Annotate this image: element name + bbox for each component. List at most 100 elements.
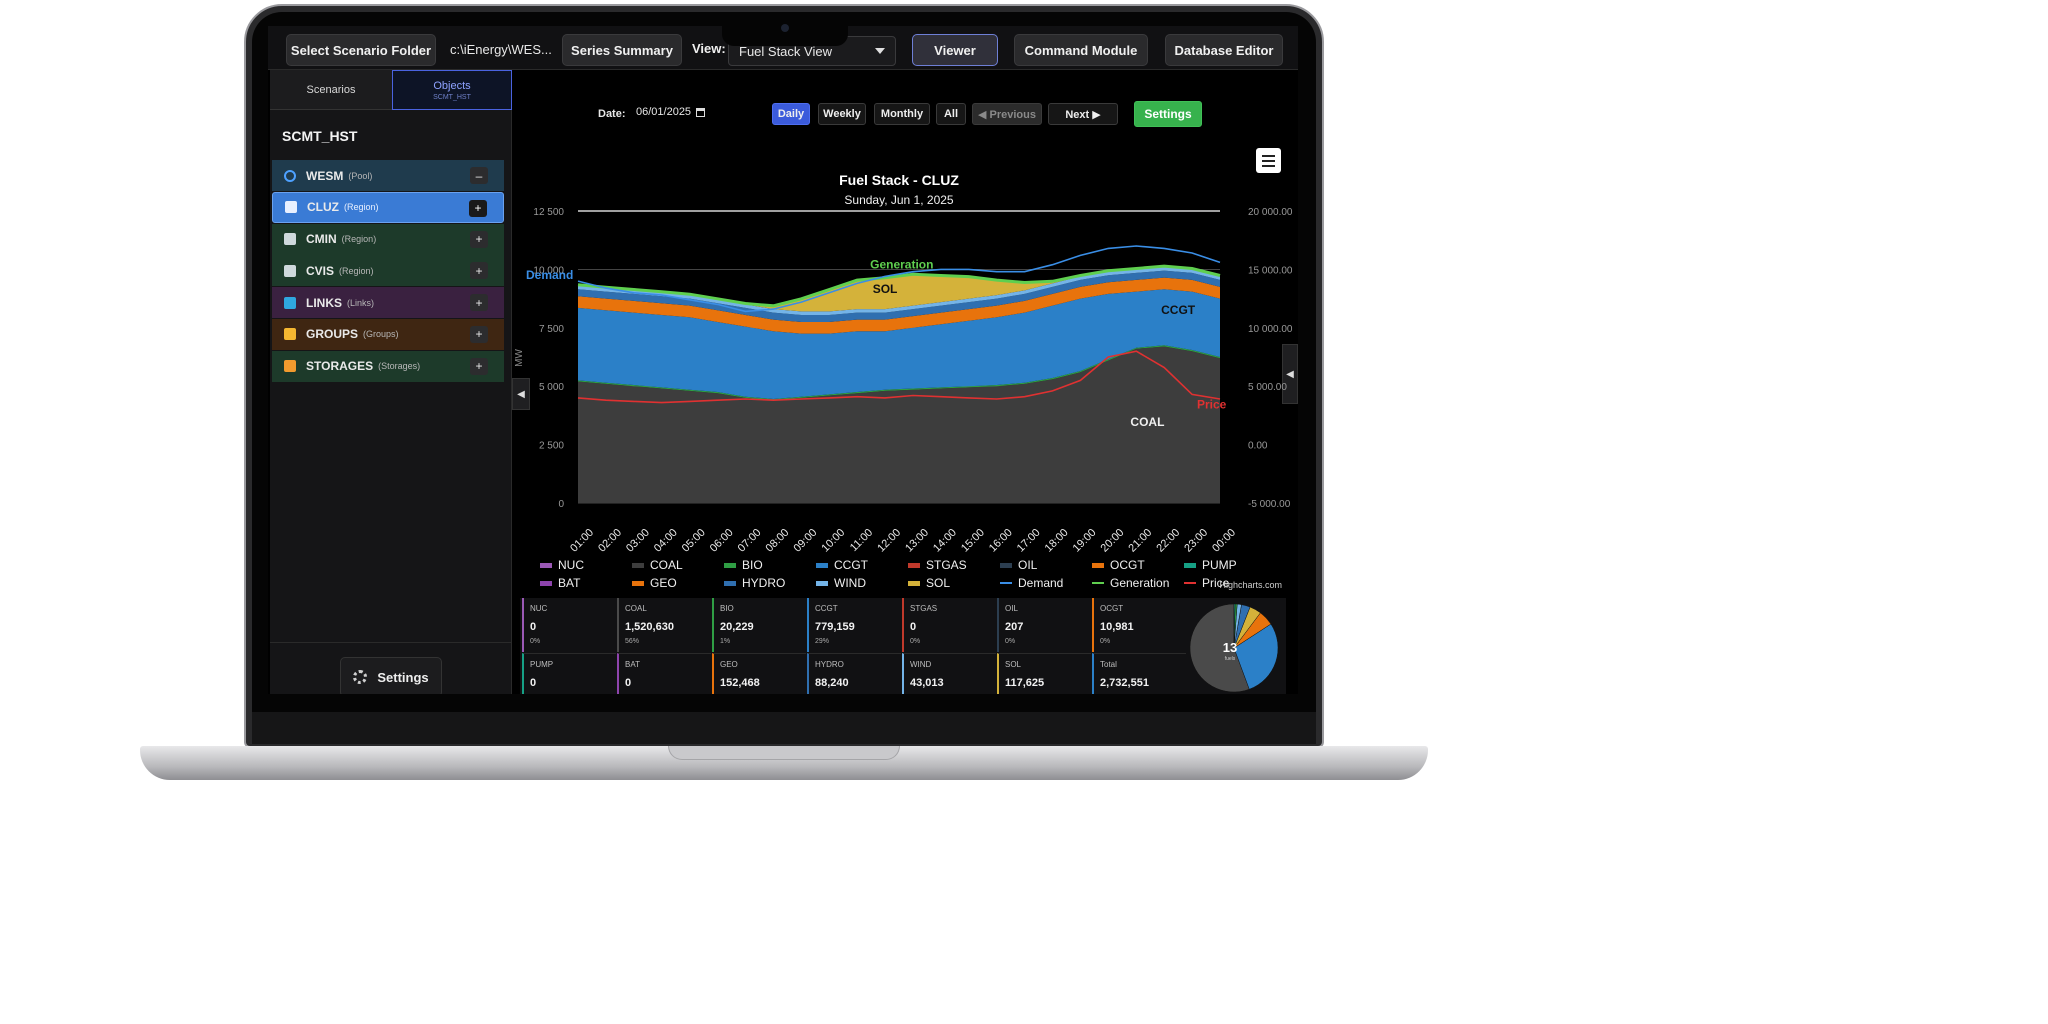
stat-name: CCGT	[815, 604, 838, 613]
stat-value: 43,013	[910, 677, 944, 689]
stat-cell-nuc: NUC 0 0%	[522, 598, 616, 652]
chart-settings-button[interactable]: Settings	[1134, 101, 1202, 127]
weekly-button[interactable]: Weekly	[818, 103, 866, 125]
y-tick-label: 2 500	[539, 441, 564, 452]
expand-toggle-button[interactable]: +	[470, 325, 488, 343]
chevron-down-icon	[875, 48, 885, 54]
y2-tick-label: 0.00	[1248, 441, 1268, 452]
y2-tick-label: 15 000.00	[1248, 265, 1293, 276]
command-module-button[interactable]: Command Module	[1014, 34, 1148, 66]
expand-right-panel-button[interactable]: ◀	[1282, 344, 1298, 404]
x-tick-label: 00:00	[1210, 527, 1238, 555]
tree-item-groups[interactable]: GROUPS (Groups) +	[272, 318, 504, 350]
tree-item-cvis[interactable]: CVIS (Region) +	[272, 255, 504, 287]
tree-item-links[interactable]: LINKS (Links) +	[272, 287, 504, 319]
previous-button[interactable]: ◀ Previous	[972, 103, 1042, 125]
stat-cell-total: Total 2,732,551	[1092, 653, 1186, 694]
stat-name: SOL	[1005, 660, 1022, 669]
top-toolbar: Select Scenario Folder c:\iEnergy\WES...…	[268, 26, 1298, 70]
collapse-toggle-button[interactable]: –	[470, 167, 488, 184]
stat-value: 0	[910, 621, 917, 633]
x-tick-label: 19:00	[1071, 527, 1099, 555]
legend-swatch	[1000, 563, 1012, 568]
x-tick-label: 10:00	[819, 527, 847, 555]
legend-swatch	[1184, 582, 1196, 584]
tab-objects-sublabel: SCMT_HST	[433, 93, 471, 101]
stat-cell-bat: BAT 0	[617, 653, 711, 694]
legend-item-ocgt: OCGT	[1110, 558, 1145, 572]
tab-objects-label: Objects	[433, 79, 471, 92]
stat-name: Total	[1100, 660, 1117, 669]
tab-scenarios[interactable]: Scenarios	[270, 70, 392, 110]
legend-item-hydro: HYDRO	[742, 576, 785, 590]
laptop-base-notch	[668, 746, 900, 760]
tree-item-cmin[interactable]: CMIN (Region) +	[272, 223, 504, 255]
x-tick-label: 20:00	[1099, 527, 1127, 555]
stat-value: 2,732,551	[1100, 677, 1149, 689]
y2-tick-label: 10 000.00	[1248, 324, 1293, 335]
sidebar-settings-label: Settings	[377, 669, 429, 685]
all-button[interactable]: All	[936, 103, 966, 125]
x-tick-label: 21:00	[1126, 527, 1154, 555]
expand-toggle-button[interactable]: +	[470, 294, 488, 312]
monthly-button[interactable]: Monthly	[874, 103, 930, 125]
stat-cell-hydro: HYDRO 88,240	[807, 653, 901, 694]
stat-percent: 0%	[1005, 638, 1016, 645]
tree-item-wesm[interactable]: WESM (Pool) –	[272, 160, 504, 191]
database-editor-button[interactable]: Database Editor	[1165, 34, 1283, 66]
legend-swatch	[632, 563, 644, 568]
stat-value: 0	[625, 677, 632, 689]
annotation-ccgt: CCGT	[1161, 303, 1196, 317]
x-tick-label: 16:00	[987, 527, 1015, 555]
legend-item-oil: OIL	[1018, 558, 1038, 572]
fuel-stats-grid: NUC 0 0% COAL 1,520,630 56% BIO 20,229 1% CCGT 779…	[520, 598, 1286, 694]
tree-item-storages[interactable]: STORAGES (Storages) +	[272, 350, 504, 382]
date-input[interactable]: 06/01/2025	[636, 106, 706, 118]
expand-toggle-button[interactable]: +	[470, 230, 488, 248]
stat-cell-coal: COAL 1,520,630 56%	[617, 598, 711, 652]
building-icon	[285, 201, 297, 214]
x-tick-label: 07:00	[736, 527, 764, 555]
next-button[interactable]: Next ▶	[1048, 103, 1118, 125]
daily-button[interactable]: Daily	[772, 103, 810, 125]
stat-name: COAL	[625, 604, 647, 613]
y2-tick-label: -5 000.00	[1248, 499, 1291, 510]
legend-item-bat: BAT	[558, 576, 581, 590]
stat-value: 207	[1005, 621, 1024, 633]
scenario-path: c:\iEnergy\WES...	[450, 42, 552, 57]
stat-name: WIND	[910, 660, 932, 669]
stat-cell-geo: GEO 152,468	[712, 653, 806, 694]
x-tick-label: 06:00	[708, 527, 736, 555]
stat-value: 779,159	[815, 621, 855, 633]
legend-item-bio: BIO	[742, 558, 763, 572]
viewer-button[interactable]: Viewer	[912, 34, 998, 66]
area-series-bio	[578, 345, 1220, 401]
building-icon	[284, 233, 296, 246]
tab-objects[interactable]: Objects SCMT_HST	[392, 70, 512, 110]
x-tick-label: 01:00	[568, 527, 596, 555]
sidebar-footer: Settings	[270, 642, 512, 694]
stat-name: PUMP	[530, 660, 554, 669]
y-tick-label: 5 000	[539, 382, 564, 393]
annotation-generation: Generation	[870, 258, 933, 272]
series-summary-button[interactable]: Series Summary	[562, 34, 682, 66]
chevron-left-icon: ◀	[1286, 368, 1294, 380]
sidebar-settings-button[interactable]: Settings	[340, 657, 442, 694]
pie-slice-ocgt	[1233, 603, 1236, 649]
expand-toggle-button[interactable]: +	[470, 357, 488, 375]
select-scenario-folder-button[interactable]: Select Scenario Folder	[286, 34, 436, 66]
collapse-sidebar-button[interactable]: ◀	[512, 378, 530, 410]
tree-item-cluz[interactable]: CLUZ (Region) +	[272, 191, 504, 223]
area-series-coal	[578, 346, 1220, 503]
app-screen: Select Scenario Folder c:\iEnergy\WES...…	[268, 26, 1298, 694]
stat-name: OIL	[1005, 604, 1018, 613]
chart-menu-button[interactable]	[1256, 148, 1281, 173]
legend-item-generation: Generation	[1110, 576, 1169, 590]
expand-toggle-button[interactable]: +	[469, 199, 487, 217]
stat-value: 20,229	[720, 621, 754, 633]
tree-item-type: (Pool)	[348, 170, 373, 181]
legend-swatch	[632, 581, 644, 586]
stat-value: 1,520,630	[625, 621, 674, 633]
expand-toggle-button[interactable]: +	[470, 262, 488, 280]
x-tick-label: 12:00	[875, 527, 903, 555]
